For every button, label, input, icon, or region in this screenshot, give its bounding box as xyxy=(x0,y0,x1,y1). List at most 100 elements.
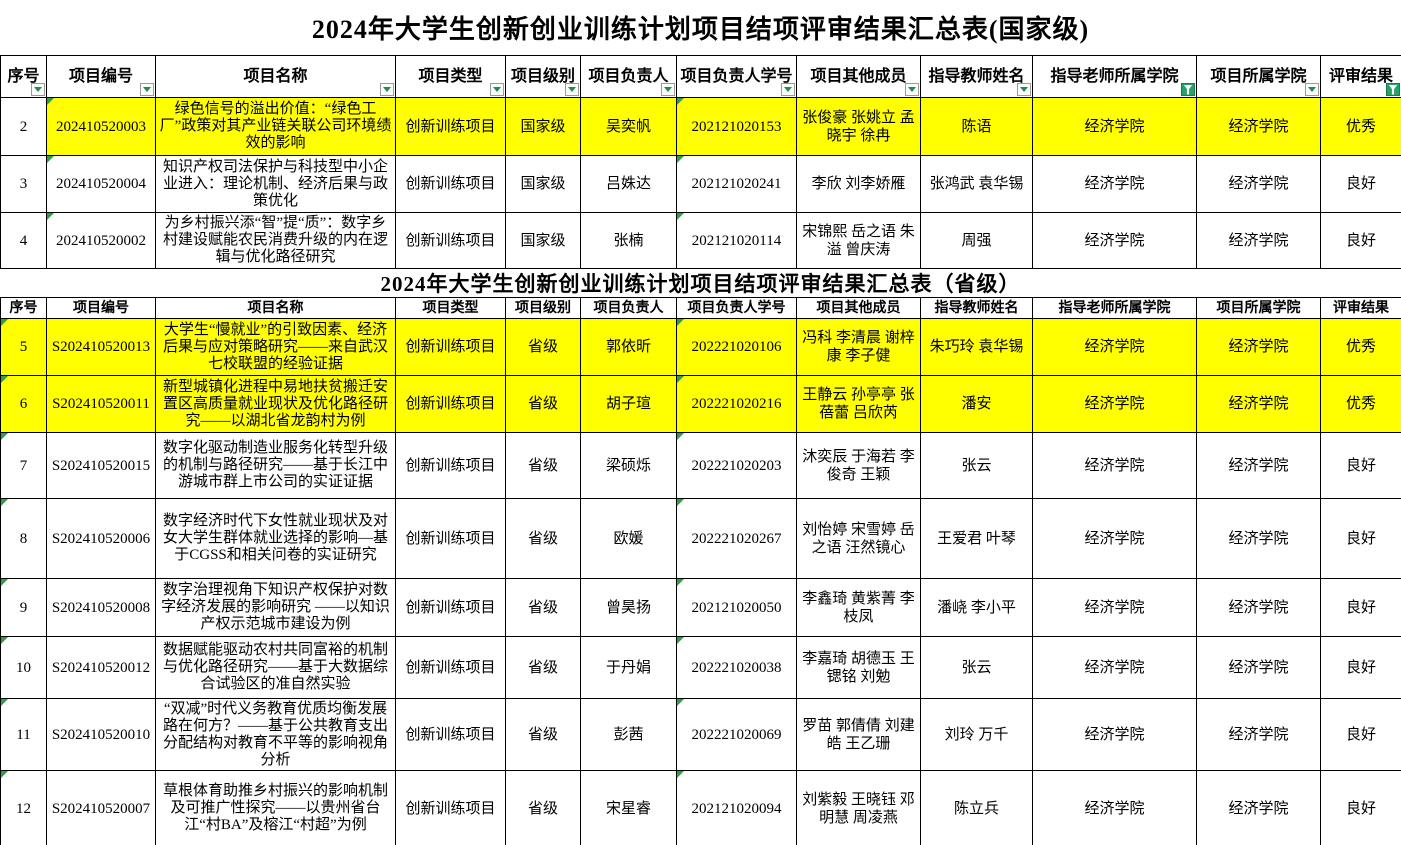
cell-review-result[interactable]: 良好 xyxy=(1321,579,1401,637)
cell-project-type[interactable]: 创新训练项目 xyxy=(396,376,506,433)
cell-project-name[interactable]: 草根体育助推乡村振兴的影响机制及可推广性探究——以贵州省台江“村BA”及榕江“村… xyxy=(156,771,396,845)
column-header-review-result[interactable]: 评审结果 xyxy=(1321,298,1401,319)
cell-advisor-college[interactable]: 经济学院 xyxy=(1033,579,1197,637)
column-header-project-type[interactable]: 项目类型 xyxy=(396,298,506,319)
column-header-project-code[interactable]: 项目编号 xyxy=(47,56,156,98)
cell-project-code[interactable]: S202410520012 xyxy=(47,637,156,699)
cell-project-college[interactable]: 经济学院 xyxy=(1197,433,1321,499)
cell-project-college[interactable]: 经济学院 xyxy=(1197,699,1321,771)
filter-dropdown-button-project-type[interactable] xyxy=(490,83,504,96)
cell-leader-student-id[interactable]: 202121020050 xyxy=(677,579,797,637)
cell-seq[interactable]: 9 xyxy=(1,579,47,637)
column-header-project-level[interactable]: 项目级别 xyxy=(506,298,581,319)
cell-seq[interactable]: 5 xyxy=(1,319,47,376)
cell-project-code[interactable]: 202410520004 xyxy=(47,156,156,213)
cell-seq[interactable]: 11 xyxy=(1,699,47,771)
cell-project-code[interactable]: 202410520002 xyxy=(47,213,156,269)
cell-advisor-college[interactable]: 经济学院 xyxy=(1033,637,1197,699)
cell-other-members[interactable]: 刘怡婷 宋雪婷 岳之语 汪然镜心 xyxy=(797,499,921,579)
cell-project-name[interactable]: “双减”时代义务教育优质均衡发展路在何方？——基于公共教育支出分配结构对教育不平… xyxy=(156,699,396,771)
cell-advisor-name[interactable]: 张云 xyxy=(921,433,1033,499)
cell-project-level[interactable]: 国家级 xyxy=(506,98,581,156)
column-header-project-leader[interactable]: 项目负责人 xyxy=(581,298,677,319)
column-header-review-result[interactable]: 评审结果 xyxy=(1321,56,1401,98)
cell-advisor-college[interactable]: 经济学院 xyxy=(1033,319,1197,376)
cell-project-leader[interactable]: 吕姝达 xyxy=(581,156,677,213)
cell-project-name[interactable]: 绿色信号的溢出价值：“绿色工厂”政策对其产业链关联公司环境绩效的影响 xyxy=(156,98,396,156)
cell-project-name[interactable]: 大学生“慢就业”的引致因素、经济后果与应对策略研究——来自武汉七校联盟的经验证据 xyxy=(156,319,396,376)
cell-seq[interactable]: 6 xyxy=(1,376,47,433)
cell-project-name[interactable]: 数字经济时代下女性就业现状及对女大学生群体就业选择的影响—基于CGSS和相关问卷… xyxy=(156,499,396,579)
cell-advisor-name[interactable]: 张云 xyxy=(921,637,1033,699)
column-header-project-college[interactable]: 项目所属学院 xyxy=(1197,298,1321,319)
cell-seq[interactable]: 7 xyxy=(1,433,47,499)
cell-project-code[interactable]: S202410520010 xyxy=(47,699,156,771)
column-header-advisor-college[interactable]: 指导老师所属学院 xyxy=(1033,298,1197,319)
cell-project-type[interactable]: 创新训练项目 xyxy=(396,433,506,499)
cell-advisor-name[interactable]: 潘峣 李小平 xyxy=(921,579,1033,637)
cell-project-leader[interactable]: 胡子瑄 xyxy=(581,376,677,433)
cell-project-code[interactable]: S202410520015 xyxy=(47,433,156,499)
column-header-project-name[interactable]: 项目名称 xyxy=(156,56,396,98)
cell-project-college[interactable]: 经济学院 xyxy=(1197,213,1321,269)
cell-project-type[interactable]: 创新训练项目 xyxy=(396,771,506,845)
filter-dropdown-button-project-code[interactable] xyxy=(140,83,154,96)
cell-project-leader[interactable]: 欧媛 xyxy=(581,499,677,579)
cell-project-level[interactable]: 省级 xyxy=(506,499,581,579)
cell-project-leader[interactable]: 宋星睿 xyxy=(581,771,677,845)
cell-advisor-college[interactable]: 经济学院 xyxy=(1033,499,1197,579)
cell-project-level[interactable]: 省级 xyxy=(506,579,581,637)
cell-advisor-college[interactable]: 经济学院 xyxy=(1033,213,1197,269)
cell-advisor-name[interactable]: 周强 xyxy=(921,213,1033,269)
cell-leader-student-id[interactable]: 202121020114 xyxy=(677,213,797,269)
cell-project-type[interactable]: 创新训练项目 xyxy=(396,699,506,771)
cell-project-name[interactable]: 数字化驱动制造业服务化转型升级的机制与路径研究——基于长江中游城市群上市公司的实… xyxy=(156,433,396,499)
column-header-project-college[interactable]: 项目所属学院 xyxy=(1197,56,1321,98)
cell-leader-student-id[interactable]: 202221020038 xyxy=(677,637,797,699)
cell-other-members[interactable]: 刘紫毅 王晓钰 邓明慧 周凌燕 xyxy=(797,771,921,845)
cell-project-level[interactable]: 省级 xyxy=(506,376,581,433)
filter-dropdown-button-seq[interactable] xyxy=(31,83,45,96)
cell-review-result[interactable]: 良好 xyxy=(1321,699,1401,771)
cell-other-members[interactable]: 李嘉琦 胡德玉 王锶铭 刘勉 xyxy=(797,637,921,699)
cell-project-code[interactable]: S202410520011 xyxy=(47,376,156,433)
cell-project-code[interactable]: S202410520006 xyxy=(47,499,156,579)
cell-project-type[interactable]: 创新训练项目 xyxy=(396,319,506,376)
cell-leader-student-id[interactable]: 202121020241 xyxy=(677,156,797,213)
cell-advisor-college[interactable]: 经济学院 xyxy=(1033,376,1197,433)
cell-leader-student-id[interactable]: 202221020106 xyxy=(677,319,797,376)
cell-project-type[interactable]: 创新训练项目 xyxy=(396,499,506,579)
cell-seq[interactable]: 4 xyxy=(1,213,47,269)
cell-advisor-name[interactable]: 朱巧玲 袁华锡 xyxy=(921,319,1033,376)
cell-leader-student-id[interactable]: 202121020094 xyxy=(677,771,797,845)
cell-leader-student-id[interactable]: 202221020267 xyxy=(677,499,797,579)
cell-project-code[interactable]: S202410520007 xyxy=(47,771,156,845)
cell-project-type[interactable]: 创新训练项目 xyxy=(396,213,506,269)
column-header-advisor-name[interactable]: 指导教师姓名 xyxy=(921,298,1033,319)
cell-project-leader[interactable]: 梁硕烁 xyxy=(581,433,677,499)
filter-dropdown-button-leader-student-id[interactable] xyxy=(781,83,795,96)
cell-review-result[interactable]: 良好 xyxy=(1321,771,1401,845)
cell-project-leader[interactable]: 张楠 xyxy=(581,213,677,269)
cell-review-result[interactable]: 良好 xyxy=(1321,213,1401,269)
active-filter-button-review-result[interactable] xyxy=(1386,83,1400,96)
cell-other-members[interactable]: 张俊豪 张姚立 孟晓宇 徐冉 xyxy=(797,98,921,156)
cell-advisor-college[interactable]: 经济学院 xyxy=(1033,699,1197,771)
cell-advisor-college[interactable]: 经济学院 xyxy=(1033,771,1197,845)
active-filter-button-advisor-college[interactable] xyxy=(1181,83,1195,96)
cell-seq[interactable]: 10 xyxy=(1,637,47,699)
cell-project-leader[interactable]: 于丹娟 xyxy=(581,637,677,699)
cell-project-leader[interactable]: 郭依昕 xyxy=(581,319,677,376)
cell-project-leader[interactable]: 吴奕帆 xyxy=(581,98,677,156)
column-header-seq[interactable]: 序号 xyxy=(1,56,47,98)
cell-other-members[interactable]: 李欣 刘李娇雁 xyxy=(797,156,921,213)
cell-project-college[interactable]: 经济学院 xyxy=(1197,156,1321,213)
column-header-project-code[interactable]: 项目编号 xyxy=(47,298,156,319)
cell-advisor-name[interactable]: 潘安 xyxy=(921,376,1033,433)
cell-project-college[interactable]: 经济学院 xyxy=(1197,376,1321,433)
cell-seq[interactable]: 2 xyxy=(1,98,47,156)
cell-project-name[interactable]: 新型城镇化进程中易地扶贫搬迁安置区高质量就业现状及优化路径研究——以湖北省龙韵村… xyxy=(156,376,396,433)
cell-project-college[interactable]: 经济学院 xyxy=(1197,637,1321,699)
cell-other-members[interactable]: 冯科 李清晨 谢梓康 李子健 xyxy=(797,319,921,376)
cell-project-name[interactable]: 数字治理视角下知识产权保护对数字经济发展的影响研究 ——以知识产权示范城市建设为… xyxy=(156,579,396,637)
